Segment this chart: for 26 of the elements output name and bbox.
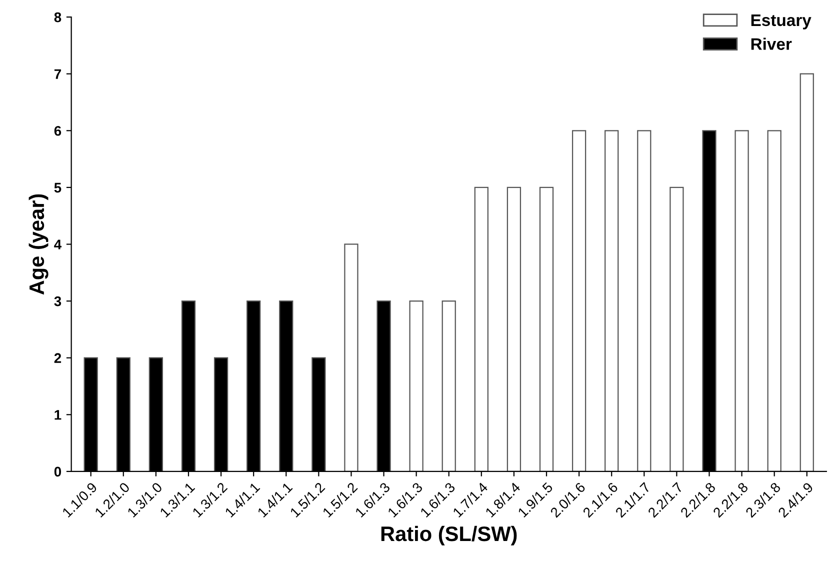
- bar: [344, 244, 358, 472]
- bar: [767, 130, 782, 472]
- y-tick-label: 7: [54, 69, 61, 79]
- y-tick-label: 3: [54, 296, 62, 306]
- bar: [409, 300, 424, 472]
- y-tick-label: 6: [54, 126, 62, 136]
- bar: [637, 130, 652, 472]
- bar: [442, 300, 456, 472]
- y-tick-label: 1: [54, 410, 62, 420]
- y-tick-label: 5: [54, 182, 62, 193]
- y-tick-label: 0: [54, 466, 62, 477]
- bar: [506, 186, 522, 472]
- bar: [474, 186, 488, 472]
- bar: [800, 73, 814, 472]
- y-tick-label: 4: [54, 240, 62, 250]
- legend-label: River: [751, 38, 792, 50]
- bar: [539, 186, 554, 472]
- bar: [670, 186, 684, 472]
- bar: [572, 130, 586, 472]
- bar: [604, 130, 619, 472]
- legend-label: Estuary: [751, 14, 812, 30]
- y-tick-label: 8: [54, 12, 62, 22]
- y-tick-label: 2: [54, 353, 62, 363]
- x-axis-title: Ratio (SL/SW): [381, 526, 517, 546]
- y-axis-title: Age (year): [28, 194, 48, 295]
- bar: [734, 130, 749, 472]
